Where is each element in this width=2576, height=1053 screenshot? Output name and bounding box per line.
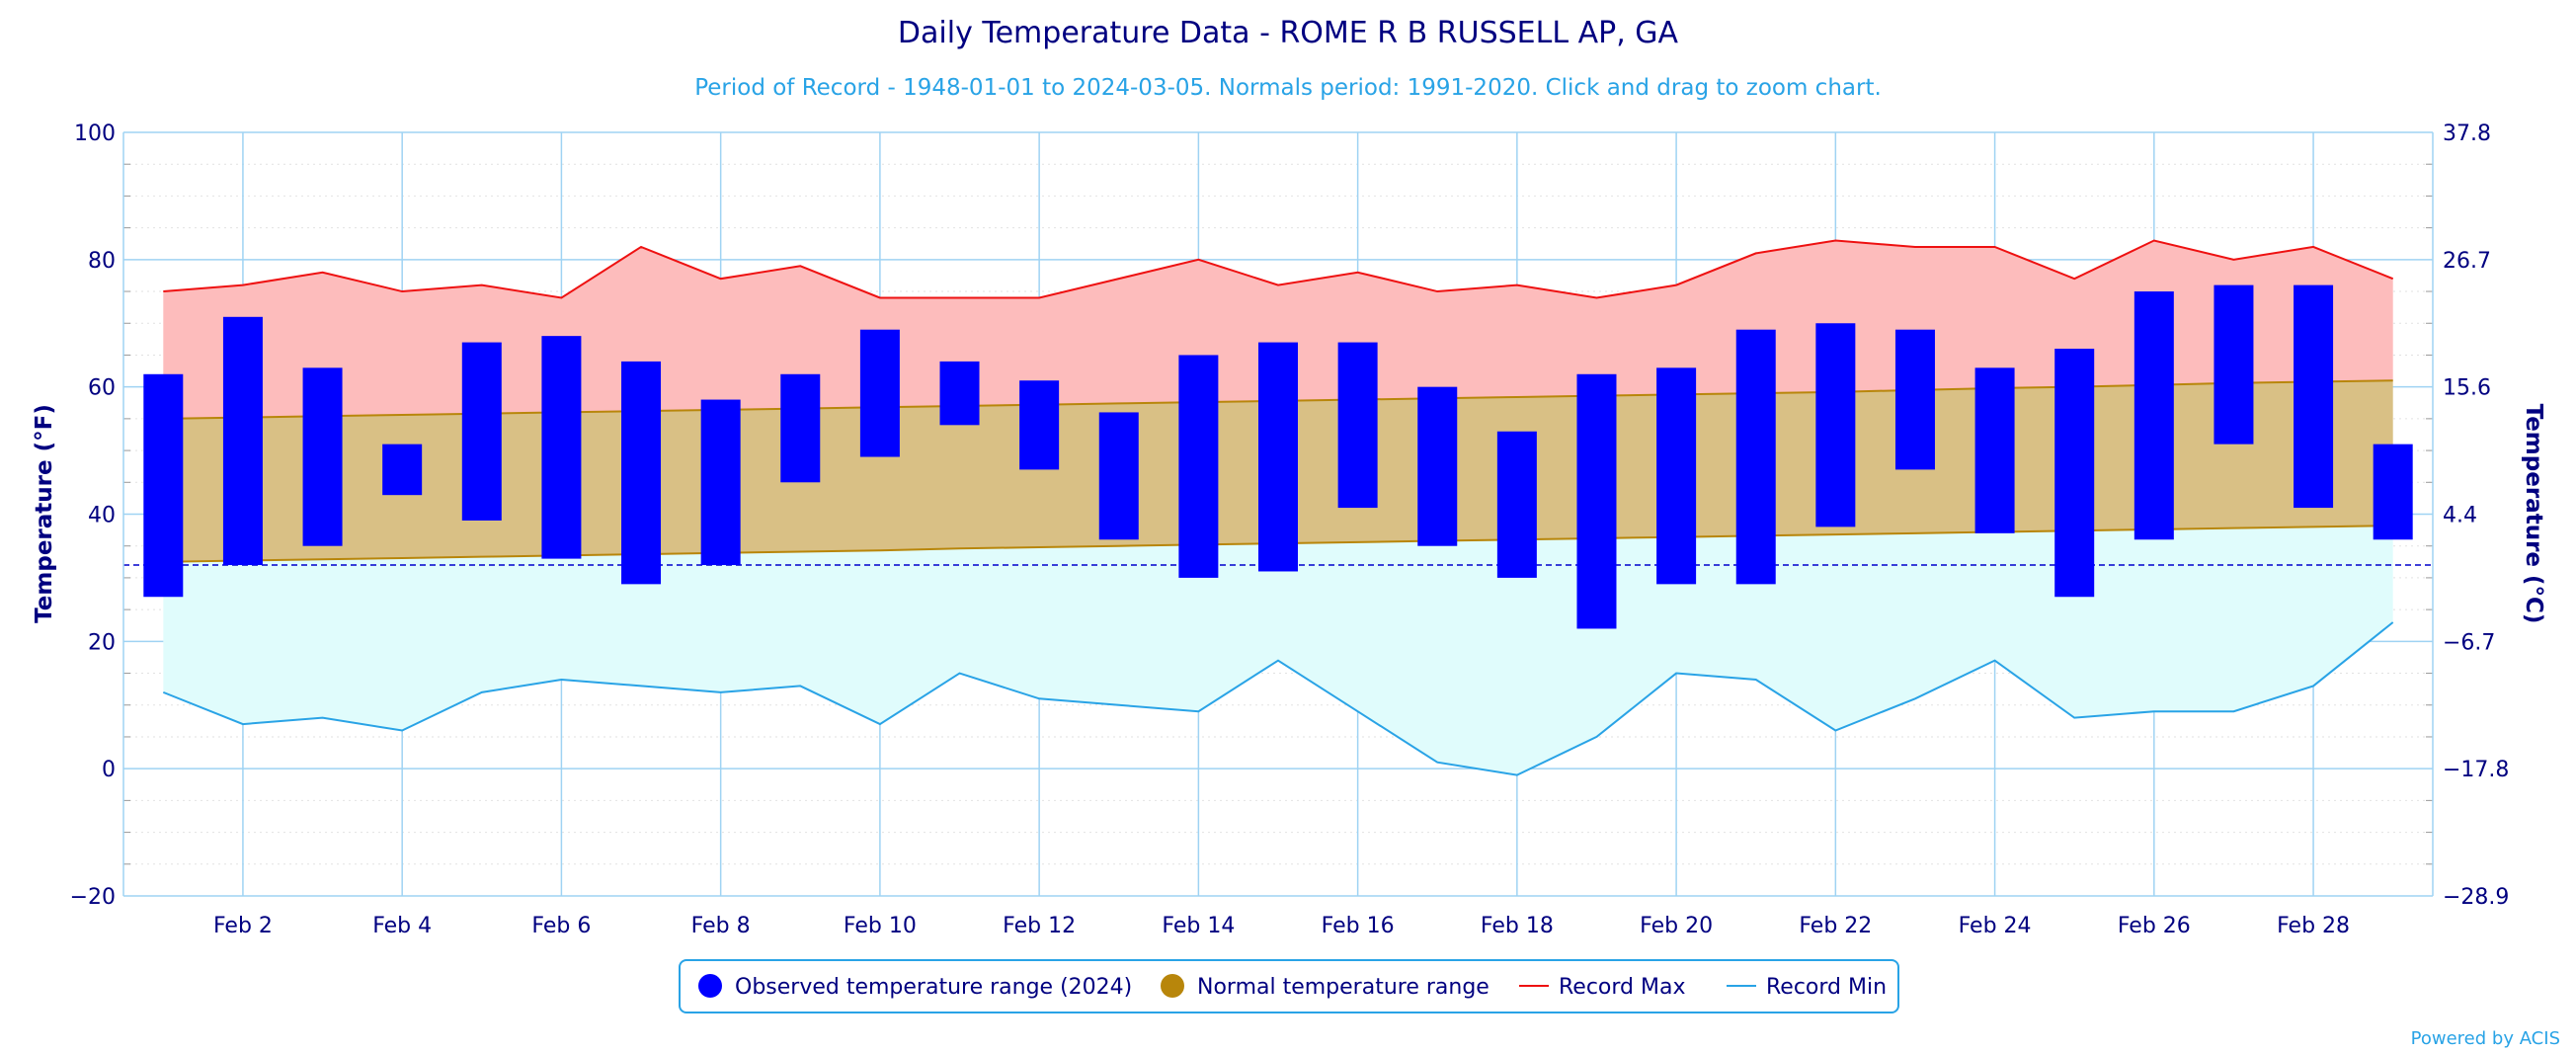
axes: 100 80 60 40 20 0 −20 37.8 26.7 15.6 4.4 −6.7 −17.8 −… (70, 122, 2510, 938)
observed-bar (621, 361, 662, 585)
observed-bar (222, 316, 263, 566)
x-tick-label: Feb 4 (372, 914, 432, 938)
legend-label-observed: Observed temperature range (2024) (735, 975, 1132, 1000)
x-tick-label: Feb 16 (1322, 914, 1395, 938)
observed-bar (1098, 412, 1139, 540)
chart-title: Daily Temperature Data - ROME R B RUSSEL… (898, 16, 1679, 50)
x-tick-label: Feb 26 (2118, 914, 2191, 938)
observed-bars (143, 284, 2413, 629)
observed-bar (1496, 431, 1537, 578)
y-tick-label-left: 80 (88, 249, 116, 274)
y-tick-label-right: −6.7 (2443, 630, 2495, 655)
observed-bar (1258, 342, 1298, 572)
y-tick-label-right: −28.9 (2443, 885, 2509, 910)
y-axis-label-left: Temperature (°F) (32, 404, 57, 623)
x-tick-label: Feb 24 (1959, 914, 2032, 938)
x-tick-label: Feb 20 (1640, 914, 1713, 938)
observed-bar (1656, 367, 1697, 585)
observed-bar (541, 336, 582, 559)
y-tick-label-right: −17.8 (2443, 758, 2509, 782)
observed-bar (302, 367, 343, 546)
legend-item-record-min[interactable]: Record Min (1727, 975, 1887, 1000)
y-tick-label-right: 4.4 (2443, 504, 2477, 528)
legend-item-observed[interactable]: Observed temperature range (2024) (698, 974, 1132, 1000)
y-axis-label-right: Temperature (°C) (2521, 404, 2546, 624)
y-tick-label-left: 20 (88, 630, 116, 655)
y-tick-label-left: 40 (88, 504, 116, 528)
legend-label-normal: Normal temperature range (1197, 975, 1489, 1000)
observed-bar (1894, 329, 1935, 470)
legend-label-record-min: Record Min (1766, 975, 1887, 1000)
y-tick-label-left: −20 (70, 885, 116, 910)
legend-box (679, 959, 1899, 1013)
observed-bar (1337, 342, 1378, 509)
y-tick-label-left: 100 (74, 122, 116, 146)
observed-bar (1735, 329, 1776, 585)
observed-bar (461, 342, 502, 521)
observed-bar (700, 399, 741, 566)
observed-bar (382, 444, 423, 496)
chart-subtitle: Period of Record - 1948-01-01 to 2024-03… (694, 75, 1882, 101)
legend: Observed temperature range (2024) Normal… (679, 959, 1899, 1013)
x-tick-label: Feb 2 (213, 914, 273, 938)
observed-bar (2214, 284, 2254, 445)
observed-bar (1178, 355, 1219, 578)
x-tick-label: Feb 12 (1003, 914, 1076, 938)
observed-bar (2294, 284, 2334, 509)
record-max-line (163, 239, 2394, 299)
observed-bar (1576, 373, 1617, 629)
observed-bar (2133, 291, 2174, 540)
observed-bar (2373, 444, 2413, 540)
legend-item-record-max[interactable]: Record Max (1519, 975, 1686, 1000)
observed-bar (1019, 380, 1060, 470)
legend-marker-normal (1161, 974, 1184, 998)
legend-item-normal[interactable]: Normal temperature range (1161, 974, 1489, 1000)
x-tick-label: Feb 18 (1481, 914, 1554, 938)
record-min-line (162, 621, 2394, 776)
x-tick-label: Feb 10 (844, 914, 917, 938)
x-tick-label: Feb 6 (531, 914, 591, 938)
observed-bar (2054, 349, 2095, 598)
y-tick-label-left: 60 (88, 376, 116, 401)
observed-bar (1417, 386, 1458, 546)
y-tick-label-left: 0 (102, 758, 116, 782)
observed-bar (859, 329, 900, 457)
legend-marker-observed (698, 974, 722, 998)
x-tick-label: Feb 14 (1162, 914, 1235, 938)
observed-bar (780, 373, 821, 483)
observed-bar (143, 373, 184, 598)
y-tick-label-right: 37.8 (2443, 122, 2491, 146)
record-min-area (163, 526, 2393, 775)
legend-label-record-max: Record Max (1559, 975, 1686, 1000)
y-tick-label-right: 15.6 (2443, 376, 2491, 401)
observed-bar (939, 361, 980, 426)
credit-link[interactable]: Powered by ACIS (2411, 1028, 2560, 1049)
x-tick-label: Feb 22 (1799, 914, 1872, 938)
observed-bar (1974, 367, 2015, 533)
observed-bar (1815, 323, 1856, 527)
y-tick-label-right: 26.7 (2443, 249, 2491, 274)
x-tick-label: Feb 28 (2277, 914, 2350, 938)
x-tick-label: Feb 8 (691, 914, 751, 938)
